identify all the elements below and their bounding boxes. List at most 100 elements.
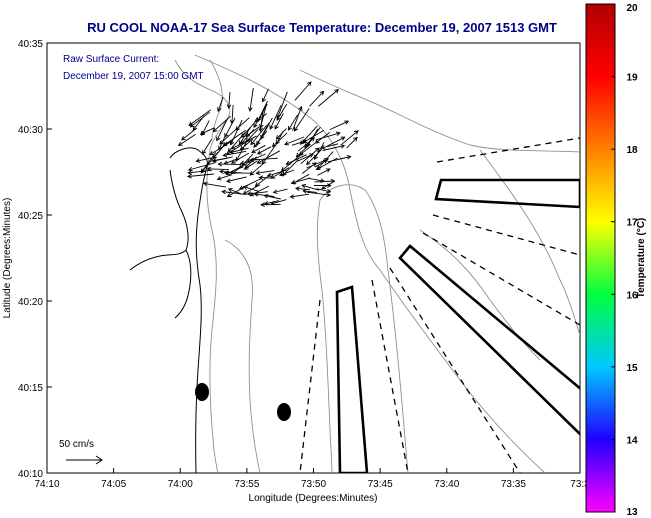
current-vector	[313, 183, 332, 188]
colorbar-label: Temperature (°C)	[636, 218, 647, 299]
x-axis-label: Longitude (Degrees:Minutes)	[249, 493, 378, 504]
y-tick-label: 40:30	[18, 125, 43, 136]
survey-line-2	[432, 214, 580, 256]
current-vector	[255, 170, 275, 176]
current-vector	[260, 117, 273, 140]
current-vector	[256, 146, 272, 155]
current-vector	[284, 136, 305, 146]
current-vector	[281, 159, 299, 177]
current-vector	[186, 173, 214, 179]
current-vector	[238, 127, 251, 146]
current-vector	[346, 136, 358, 149]
current-vector	[287, 114, 298, 131]
x-tick-label: 73:35	[501, 479, 526, 490]
survey-box-south	[335, 285, 369, 473]
current-vector	[249, 185, 270, 197]
current-vector	[274, 113, 284, 130]
current-vector	[314, 142, 325, 160]
current-vector	[209, 140, 233, 156]
x-tick-label: 73:50	[301, 479, 326, 490]
current-vector	[223, 170, 253, 176]
current-vector	[320, 143, 339, 150]
colorbar-tick-label: 16	[626, 290, 638, 301]
survey-boxes	[335, 178, 580, 473]
current-vector	[195, 157, 212, 163]
bathymetry-contour-shallow	[174, 59, 231, 473]
survey-box-diagonal	[398, 244, 580, 436]
current-vector	[260, 202, 281, 208]
current-vector	[285, 154, 307, 165]
current-vector	[266, 169, 287, 178]
y-tick-label: 40:20	[18, 297, 43, 308]
current-label-line2: December 19, 2007 15:00 GMT	[63, 71, 204, 82]
y-tick-label: 40:25	[18, 211, 43, 222]
current-vector	[181, 127, 198, 141]
current-vector	[239, 158, 257, 166]
current-vector	[293, 108, 310, 132]
colorbar-tick-label: 14	[626, 435, 638, 446]
current-vector	[187, 169, 212, 175]
current-vector	[329, 120, 350, 131]
current-vector	[202, 181, 226, 188]
survey-line-1	[436, 137, 580, 163]
current-vector	[298, 140, 318, 156]
station-marker-west	[195, 383, 209, 401]
coastline-inlet	[174, 249, 192, 319]
station-marker-east	[277, 403, 291, 421]
current-vector	[216, 174, 233, 181]
current-vector	[238, 177, 262, 190]
current-vector	[227, 188, 242, 195]
current-vector	[301, 183, 320, 191]
x-tick-label: 73:40	[434, 479, 459, 490]
current-vector	[229, 119, 243, 146]
current-vector	[276, 103, 288, 121]
colorbar-tick-label: 17	[626, 218, 638, 229]
bathymetry-contour-channel-west	[316, 199, 333, 473]
survey-line-3	[422, 232, 580, 326]
plot-area: Raw Surface Current: December 19, 2007 1…	[46, 42, 581, 474]
current-vector	[275, 131, 284, 145]
current-vector	[291, 139, 308, 146]
current-vector	[219, 127, 238, 145]
current-vector	[327, 155, 352, 163]
current-vector	[248, 87, 254, 112]
colorbar-tick-label: 20	[626, 3, 638, 14]
current-vector	[307, 191, 332, 198]
current-vector	[306, 128, 319, 148]
colorbar-ticks: 20 19 18 17 16 15 14 13	[611, 3, 638, 518]
current-vector	[341, 130, 359, 145]
current-vector	[216, 118, 229, 142]
survey-box-north	[434, 178, 580, 209]
current-vector	[300, 147, 320, 165]
current-vector	[212, 115, 231, 133]
y-tick-label: 40:10	[18, 469, 43, 480]
current-vector	[294, 81, 312, 101]
current-vector	[189, 111, 211, 128]
x-tick-label: 74:05	[101, 479, 126, 490]
x-axis: 74:10 74:05 74:00 73:55 73:50 73:45 73:40 73:35…	[34, 468, 590, 490]
current-vector	[226, 92, 232, 110]
current-vector	[317, 168, 331, 176]
current-vector	[230, 164, 246, 175]
current-vector	[217, 161, 241, 167]
y-axis-label: Latitude (Degrees:Minutes)	[2, 198, 13, 319]
current-vector	[235, 142, 247, 162]
colorbar-tick-label: 15	[626, 363, 638, 374]
current-vector	[245, 126, 260, 137]
current-vector	[243, 160, 258, 170]
current-vector	[314, 178, 336, 184]
scale-label: 50 cm/s	[59, 439, 94, 450]
current-vector	[316, 188, 332, 194]
current-vector	[221, 189, 246, 196]
current-vector	[256, 150, 281, 164]
x-tick-label: 74:00	[168, 479, 193, 490]
current-vector	[270, 167, 290, 179]
survey-line-6	[299, 299, 321, 473]
survey-lines	[299, 137, 580, 473]
current-vector	[224, 117, 236, 138]
current-vector	[318, 88, 339, 107]
current-vector	[290, 177, 311, 185]
current-vector	[253, 192, 275, 197]
current-vector	[302, 188, 318, 194]
